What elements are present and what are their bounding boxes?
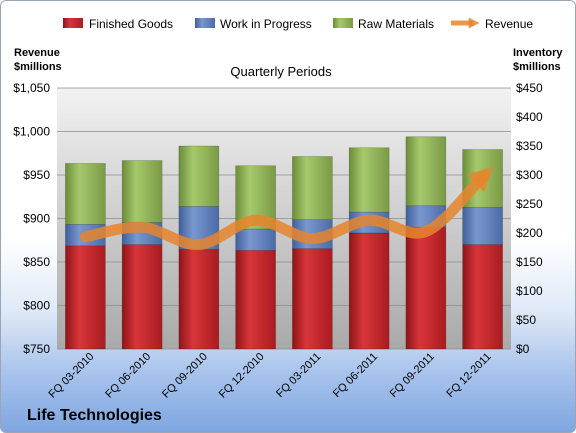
left-axis-ticks: $750 $800 $850 $900 $950 $1,000 $1,050 [13,81,50,356]
bar-raw-materials [65,163,106,225]
bars [65,136,503,350]
right-axis-tick-label: $200 [516,226,543,240]
right-axis-tick-label: $300 [516,168,543,182]
legend-swatch-finished-goods [63,18,83,28]
left-axis-title-line1: Revenue [14,47,60,59]
bar-finished-goods [292,248,333,350]
legend-swatch-work-in-progress [195,18,215,28]
bar-raw-materials [348,147,390,213]
left-axis-tick-label: $1,050 [13,81,50,95]
bar-raw-materials [292,156,333,220]
left-axis-tick-label: $750 [23,342,50,356]
legend: Finished Goods Work in Progress Raw Mate… [63,17,533,31]
right-axis-tick-label: $450 [516,81,543,95]
x-axis-tick-label: FQ 12-2010 [217,351,267,401]
bar-finished-goods [405,226,447,350]
right-axis-tick-label: $400 [516,110,543,124]
bar-finished-goods [65,245,106,350]
right-axis-tick-label: $350 [516,139,543,153]
right-axis-title-line2: $millions [513,61,561,73]
x-axis-tick-label: FQ 03-2011 [274,351,323,400]
legend-label-finished-goods: Finished Goods [89,17,173,31]
left-axis-tick-label: $900 [23,212,50,226]
legend-label-work-in-progress: Work in Progress [220,17,312,31]
revenue-line [79,166,494,251]
right-axis-title-line1: Inventory [513,47,563,59]
right-axis-tick-label: $250 [516,197,543,211]
bar-finished-goods [462,244,503,350]
bar-raw-materials [178,145,220,207]
left-axis-tick-label: $800 [23,299,50,313]
left-axis-tick-label: $950 [23,168,50,182]
bar-raw-materials [121,160,163,223]
right-axis-ticks: $0 $50 $100 $150 $200 $250 $300 $350 $400 $450 [516,81,543,356]
right-axis-tick-label: $0 [516,342,530,356]
bar-finished-goods [178,248,220,350]
x-axis-tick-label: FQ 09-2010 [160,351,210,401]
left-axis-title-line2: $millions [14,61,62,73]
legend-label-raw-materials: Raw Materials [358,17,434,31]
bar-work-in-progress [462,207,503,245]
bar-raw-materials [405,136,447,207]
chart-title: Quarterly Periods [230,64,332,79]
x-axis-tick-label: FQ 12-2011 [444,351,493,400]
bar-finished-goods [121,244,163,350]
legend-swatch-raw-materials [333,18,353,28]
bar-work-in-progress [235,228,276,251]
right-axis-tick-label: $150 [516,255,543,269]
bar-finished-goods [235,250,276,350]
left-axis-tick-label: $850 [23,255,50,269]
x-axis-labels: FQ 03-2010 FQ 06-2010 FQ 09-2010 FQ 12-2010… [47,351,494,401]
revenue-line-path [79,166,494,251]
right-axis-tick-label: $50 [516,313,536,327]
left-axis-tick-label: $1,000 [13,125,50,139]
company-name: Life Technologies [27,407,162,424]
legend-label-revenue: Revenue [485,17,533,31]
x-axis-tick-label: FQ 09-2011 [388,351,437,400]
x-axis-tick-label: FQ 06-2011 [331,351,380,400]
x-axis-tick-label: FQ 06-2010 [103,351,153,401]
bar-finished-goods [348,232,390,350]
right-axis-tick-label: $100 [516,284,543,298]
x-axis-tick-label: FQ 03-2010 [47,351,97,401]
